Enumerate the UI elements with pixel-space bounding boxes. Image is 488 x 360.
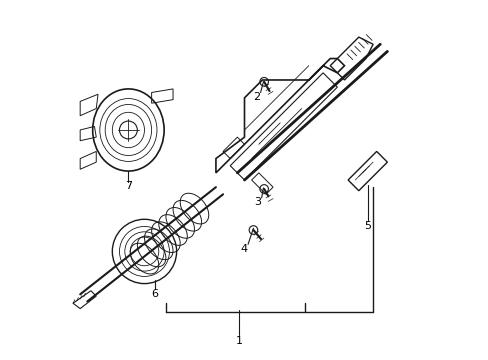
Text: 2: 2: [253, 92, 260, 102]
Text: 4: 4: [241, 244, 247, 253]
Text: 5: 5: [364, 221, 370, 231]
Text: 6: 6: [151, 289, 159, 298]
Text: 7: 7: [124, 181, 132, 192]
Text: 1: 1: [235, 337, 242, 346]
Text: 3: 3: [254, 197, 261, 207]
